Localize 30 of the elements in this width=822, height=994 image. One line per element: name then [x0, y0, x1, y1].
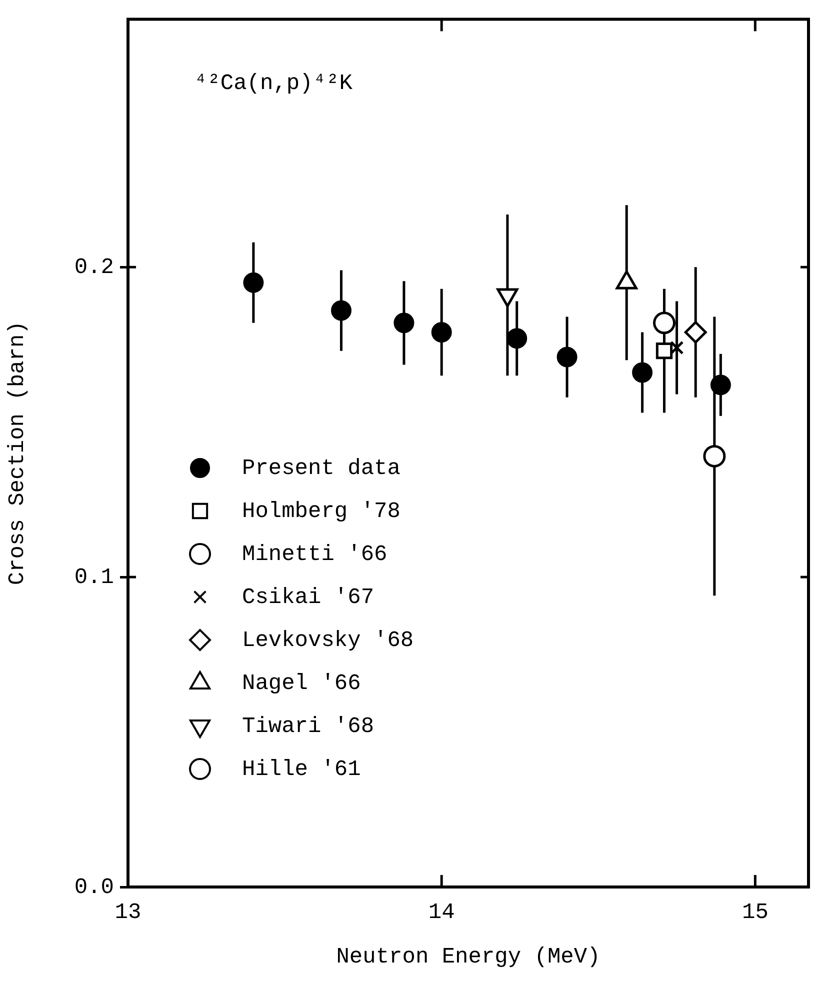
x-tick-label: 14 [428, 900, 455, 926]
legend-label: Hille '61 [242, 756, 361, 782]
x-tick-label: 15 [742, 900, 768, 926]
point [652, 312, 676, 334]
point [506, 328, 528, 349]
point [656, 342, 673, 360]
point [710, 374, 731, 396]
point [632, 362, 653, 383]
legend-label: Levkovsky '68 [242, 628, 414, 653]
point [684, 320, 707, 344]
point [330, 300, 352, 321]
point [556, 346, 578, 368]
text: ⁴²Ca(n,p)⁴²K [194, 71, 354, 96]
point [670, 340, 684, 355]
legend-label: Minetti '66 [242, 542, 388, 567]
point [243, 272, 264, 293]
y-tick-label: 0.2 [74, 254, 114, 280]
y-axis-title: Cross Section (barn) [5, 321, 30, 586]
point [394, 312, 414, 334]
x-axis-title: Neutron Energy (MeV) [336, 944, 600, 970]
legend-label: Present data [242, 456, 400, 481]
legend-label: Tiwari '68 [242, 714, 374, 739]
point [431, 322, 452, 342]
y-tick-label: 0.0 [74, 874, 114, 900]
legend-label: Holmberg '78 [242, 498, 400, 524]
legend-label: Csikai '67 [242, 584, 374, 610]
legend-label: Nagel '66 [242, 670, 361, 696]
x-tick-label: 13 [114, 900, 142, 926]
point [703, 444, 726, 468]
y-tick-label: 0.1 [74, 564, 114, 590]
